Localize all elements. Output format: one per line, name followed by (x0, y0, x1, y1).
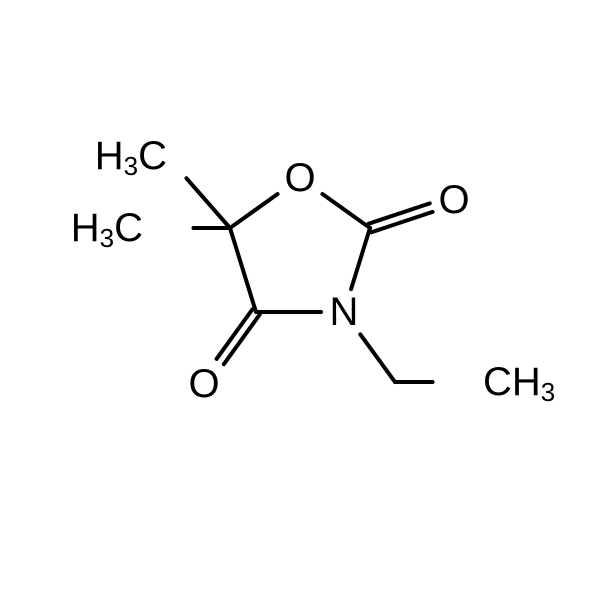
bond-C5-Me1 (186, 178, 230, 228)
atom-O1: O (284, 156, 315, 200)
atom-Me2: H3C (71, 206, 143, 253)
bond-C2-O2-1 (371, 212, 432, 232)
bond-O1-C2 (322, 194, 370, 228)
atom-O2: O (438, 178, 469, 222)
bond-N3-E1 (360, 334, 395, 382)
atom-O4: O (188, 362, 219, 406)
molecule-canvas: O O N O H3C H3C CH3 (0, 0, 600, 600)
atom-N3: N (330, 290, 359, 334)
bond-C5-O1 (230, 194, 278, 228)
bond-C2-O2-2 (369, 203, 430, 223)
bond-C2-N3 (351, 228, 370, 289)
bond-C4-C5 (230, 228, 256, 312)
atom-E2: CH3 (483, 360, 555, 407)
atom-Me1: H3C (95, 134, 167, 181)
